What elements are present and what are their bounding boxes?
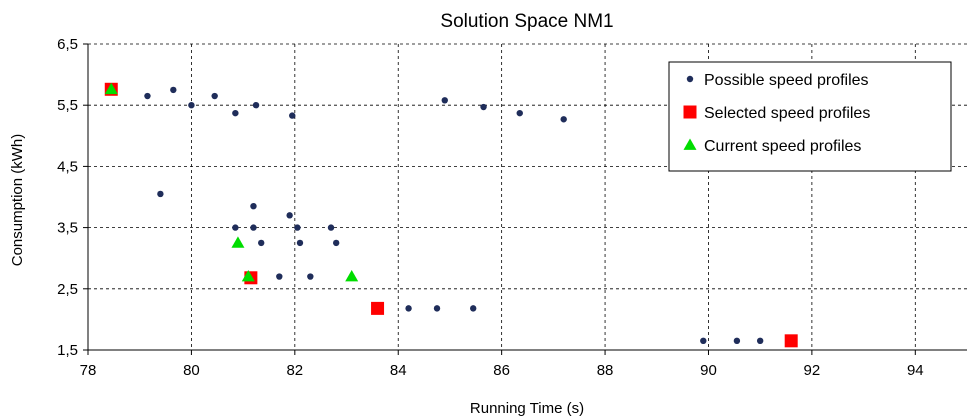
legend-current-label: Current speed profiles: [704, 138, 861, 155]
y-tick-label: 2,5: [57, 281, 78, 298]
legend-possible: Possible speed profiles: [686, 72, 869, 89]
y-tick-label: 3,5: [57, 220, 78, 237]
x-tick-label: 78: [80, 362, 97, 379]
legend-possible-label: Possible speed profiles: [704, 72, 869, 89]
possible-profile-point: [470, 305, 477, 312]
possible-profile-point: [480, 103, 487, 111]
x-tick-label: 84: [390, 362, 407, 379]
possible-profile-point: [560, 116, 567, 123]
possible-profile-point: [188, 102, 195, 109]
possible-profile-point: [307, 273, 314, 280]
legend-possible-marker: [686, 75, 694, 83]
y-tick-label: 4,5: [57, 158, 78, 175]
data-points: [104, 82, 798, 348]
legend-selected: Selected speed profiles: [683, 105, 870, 122]
legend-current-marker: [683, 138, 697, 150]
possible-profile-point: [250, 202, 257, 210]
x-tick-label: 92: [804, 362, 821, 379]
legend-selected-label: Selected speed profiles: [704, 105, 870, 122]
possible-profile-point: [756, 337, 764, 345]
x-tick-label: 94: [907, 362, 924, 379]
possible-profile-point: [276, 273, 283, 280]
y-tick-label: 5,5: [57, 97, 78, 114]
legend-selected-marker: [683, 105, 697, 119]
selected-profile-point: [371, 301, 385, 315]
legend-box: [668, 61, 952, 172]
possible-profile-point: [327, 224, 335, 231]
x-tick-label: 80: [183, 362, 200, 379]
series-circle: [110, 86, 764, 345]
legend: Possible speed profiles Selected speed pr…: [668, 61, 952, 172]
possible-profile-point: [700, 337, 707, 345]
possible-profile-point: [157, 190, 164, 198]
possible-profile-point: [170, 86, 177, 94]
chart-title: Solution Space NM1: [440, 11, 613, 32]
possible-profile-point: [232, 109, 239, 117]
possible-profile-point: [296, 239, 304, 247]
possible-profile-point: [144, 92, 151, 100]
y-tick-label: 1,5: [57, 342, 78, 359]
axes: [87, 44, 967, 351]
y-axis-ticks: 1,5 2,5 3,5 4,5 5,5 6,5: [57, 36, 88, 359]
x-tick-label: 90: [700, 362, 717, 379]
selected-profile-point: [784, 334, 798, 348]
x-axis-label: Running Time (s): [470, 400, 584, 417]
current-profile-point: [241, 270, 255, 282]
possible-profile-point: [332, 239, 340, 247]
y-tick-label: 6,5: [57, 36, 78, 53]
current-profile-point: [345, 270, 359, 282]
x-tick-label: 86: [493, 362, 510, 379]
possible-profile-point: [286, 212, 293, 219]
possible-profile-point: [733, 337, 741, 345]
x-tick-label: 88: [597, 362, 614, 379]
legend-current: Current speed profiles: [683, 138, 861, 155]
x-tick-label: 82: [286, 362, 303, 379]
possible-profile-point: [294, 224, 301, 231]
possible-profile-point: [289, 112, 296, 119]
current-profile-point: [104, 82, 118, 95]
possible-profile-point: [211, 92, 218, 100]
possible-profile-point: [258, 239, 265, 247]
series-triangle: [104, 82, 359, 282]
possible-profile-point: [433, 305, 441, 312]
possible-profile-point: [441, 97, 448, 104]
possible-profile-point: [232, 224, 239, 231]
current-profile-point: [231, 236, 245, 248]
y-axis-label: Consumption (kWh): [9, 134, 26, 267]
x-axis-ticks: 78 80 82 84 86 88 90 92 94: [80, 350, 924, 379]
possible-profile-point: [516, 109, 523, 117]
possible-profile-point: [252, 102, 260, 109]
possible-profile-point: [405, 305, 412, 312]
possible-profile-point: [250, 224, 257, 231]
